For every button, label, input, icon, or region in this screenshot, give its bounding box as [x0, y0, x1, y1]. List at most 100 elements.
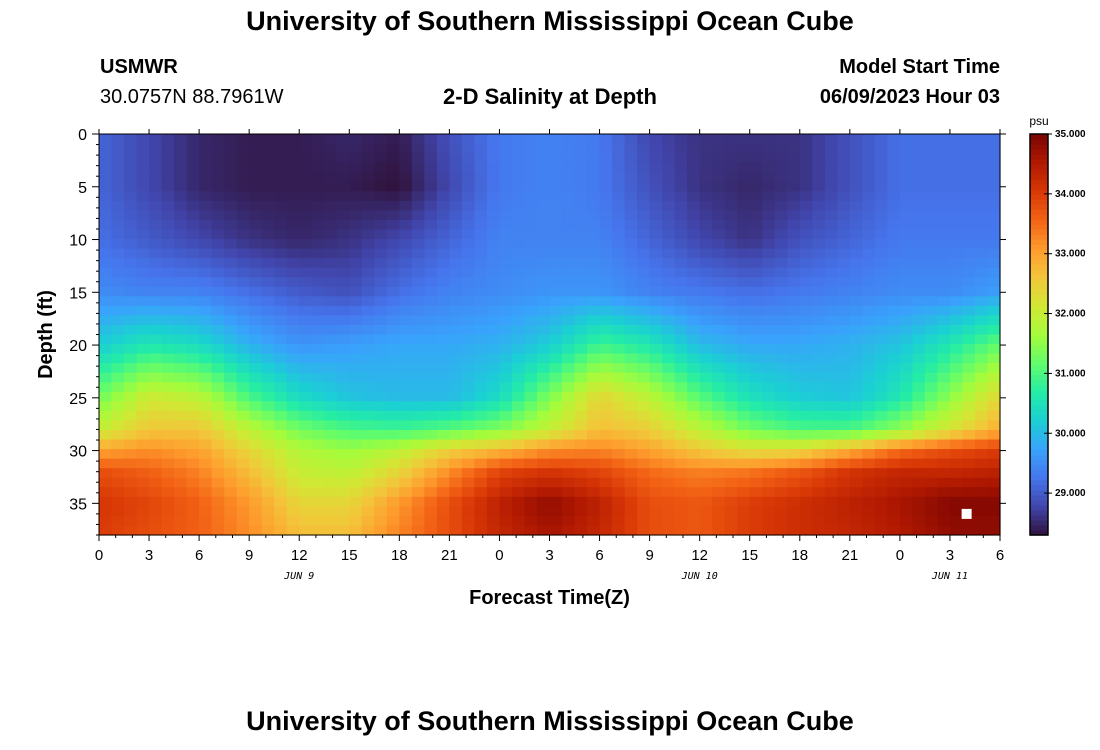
- heatmap-cell: [987, 181, 1001, 192]
- heatmap-cell: [286, 391, 300, 402]
- heatmap-cell: [324, 315, 338, 326]
- heatmap-cell: [724, 296, 738, 307]
- heatmap-cell: [124, 305, 138, 317]
- heatmap-cell: [386, 305, 400, 317]
- heatmap-cell: [862, 258, 876, 269]
- heatmap-cell: [549, 372, 563, 383]
- heatmap-cell: [887, 200, 901, 211]
- heatmap-cell: [849, 372, 863, 383]
- heatmap-cell: [199, 382, 213, 393]
- heatmap-cell: [524, 449, 538, 460]
- heatmap-cell: [186, 458, 200, 469]
- heatmap-cell: [574, 515, 588, 527]
- heatmap-cell: [211, 239, 225, 250]
- heatmap-cell: [974, 506, 989, 517]
- heatmap-cell: [399, 248, 413, 259]
- heatmap-cell: [887, 468, 901, 479]
- heatmap-cell: [436, 200, 450, 211]
- heatmap-cell: [449, 200, 463, 211]
- heatmap-cell: [536, 258, 551, 269]
- heatmap-cell: [136, 515, 150, 527]
- heatmap-cell: [699, 315, 713, 326]
- colorbar-segment: [1030, 254, 1048, 260]
- heatmap-cell: [311, 506, 325, 517]
- heatmap-cell: [249, 439, 263, 450]
- heatmap-cell: [749, 496, 763, 507]
- heatmap-cell: [261, 181, 275, 192]
- heatmap-cell: [511, 239, 526, 250]
- heatmap-cell: [837, 363, 851, 374]
- heatmap-cell: [436, 315, 450, 326]
- heatmap-cell: [274, 248, 288, 259]
- heatmap-cell: [924, 363, 939, 374]
- heatmap-cell: [549, 181, 563, 192]
- heatmap-cell: [712, 191, 726, 202]
- heatmap-cell: [361, 315, 375, 326]
- heatmap-cell: [937, 420, 951, 431]
- heatmap-cell: [324, 496, 338, 507]
- heatmap-cell: [674, 429, 688, 441]
- heatmap-cell: [587, 439, 601, 450]
- heatmap-cell: [111, 172, 125, 183]
- heatmap-cell: [511, 420, 526, 431]
- heatmap-cell: [249, 210, 263, 221]
- heatmap-cell: [612, 162, 626, 173]
- heatmap-cell: [649, 172, 663, 183]
- colorbar-segment: [1030, 134, 1048, 140]
- heatmap-cell: [724, 429, 738, 441]
- heatmap-cell: [199, 525, 213, 536]
- heatmap-cell: [211, 410, 225, 422]
- colorbar-segment: [1030, 469, 1048, 476]
- heatmap-cell: [562, 334, 576, 345]
- heatmap-cell: [712, 372, 726, 383]
- heatmap-cell: [236, 429, 250, 441]
- heatmap-cell: [662, 458, 676, 469]
- heatmap-cell: [324, 210, 338, 221]
- heatmap-cell: [286, 134, 300, 145]
- heatmap-cell: [587, 210, 601, 221]
- heatmap-cell: [924, 134, 939, 145]
- heatmap-cell: [249, 315, 263, 326]
- heatmap-cell: [599, 487, 613, 498]
- heatmap-cell: [649, 324, 663, 336]
- heatmap-cell: [912, 153, 926, 164]
- heatmap-cell: [361, 134, 375, 145]
- heatmap-cell: [624, 324, 638, 336]
- heatmap-cell: [599, 277, 613, 288]
- heatmap-cell: [837, 382, 851, 393]
- heatmap-cell: [311, 515, 325, 527]
- heatmap-cell: [874, 134, 888, 145]
- heatmap-cell: [511, 134, 526, 145]
- heatmap-cell: [699, 525, 713, 536]
- heatmap-cell: [99, 515, 113, 527]
- heatmap-cell: [186, 210, 200, 221]
- heatmap-cell: [111, 410, 125, 422]
- heatmap-cell: [724, 439, 738, 450]
- heatmap-cell: [149, 496, 163, 507]
- x-tick-label: 18: [391, 547, 408, 564]
- heatmap-cell: [899, 229, 913, 240]
- heatmap-cell: [562, 468, 576, 479]
- heatmap-cell: [461, 191, 476, 202]
- heatmap-cell: [236, 210, 250, 221]
- heatmap-cell: [511, 487, 526, 498]
- heatmap-cell: [912, 296, 926, 307]
- heatmap-cell: [374, 382, 388, 393]
- heatmap-cell: [549, 267, 563, 278]
- heatmap-cell: [124, 296, 138, 307]
- heatmap-cell: [899, 515, 913, 527]
- heatmap-cell: [937, 286, 951, 297]
- heatmap-cell: [211, 391, 225, 402]
- heatmap-cell: [124, 267, 138, 278]
- heatmap-cell: [674, 153, 688, 164]
- heatmap-cell: [899, 286, 913, 297]
- heatmap-cell: [549, 143, 563, 154]
- heatmap-cell: [924, 181, 939, 192]
- colorbar-tick-label: 33.000: [1055, 249, 1086, 260]
- heatmap-cell: [361, 401, 375, 412]
- heatmap-cell: [386, 477, 400, 488]
- heatmap-cell: [874, 420, 888, 431]
- x-tick-label: 18: [791, 547, 808, 564]
- heatmap-cell: [687, 200, 701, 211]
- heatmap-cell: [674, 506, 688, 517]
